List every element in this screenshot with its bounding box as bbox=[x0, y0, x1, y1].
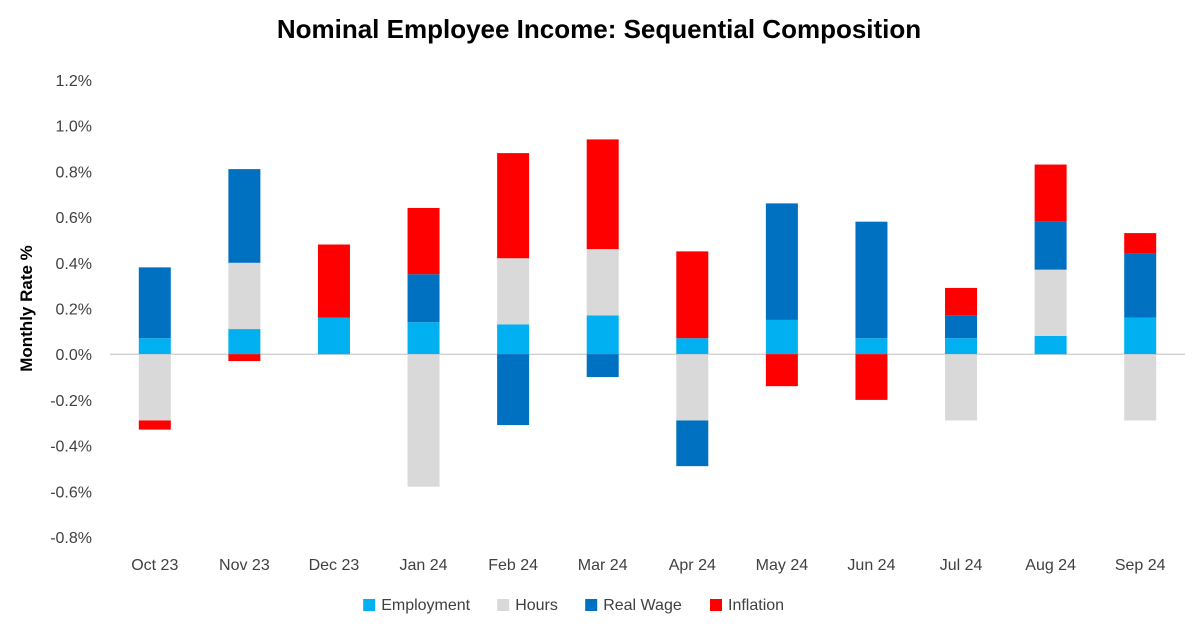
x-tick-label: Jun 24 bbox=[847, 557, 895, 574]
legend-label: Real Wage bbox=[603, 597, 682, 614]
bar-segment bbox=[945, 338, 978, 355]
y-tick-label: 0.6% bbox=[56, 210, 92, 227]
bar-segment bbox=[765, 319, 798, 355]
bar-segment bbox=[676, 251, 709, 339]
bar-segment bbox=[1124, 354, 1157, 421]
legend-label: Inflation bbox=[728, 597, 784, 614]
bar-segment bbox=[586, 139, 619, 250]
legend-swatch bbox=[710, 599, 722, 611]
y-tick-label: 0.4% bbox=[56, 256, 92, 273]
bar-segment bbox=[586, 249, 619, 316]
bar-segment bbox=[407, 354, 440, 487]
y-tick-label: -0.6% bbox=[50, 484, 92, 501]
y-tick-label: 0.8% bbox=[56, 164, 92, 181]
x-tick-label: Feb 24 bbox=[488, 557, 538, 574]
bar-segment bbox=[228, 262, 261, 330]
y-tick-label: -0.2% bbox=[50, 393, 92, 410]
bar-segment bbox=[497, 258, 530, 325]
bar-segment bbox=[138, 338, 171, 355]
bar-segment bbox=[1034, 221, 1067, 270]
bar-segment bbox=[855, 221, 888, 339]
x-tick-label: Mar 24 bbox=[578, 557, 628, 574]
bar-segment bbox=[407, 207, 440, 275]
bar-segment bbox=[676, 338, 709, 355]
bar-segment bbox=[855, 354, 888, 400]
bar-segment bbox=[586, 315, 619, 355]
y-tick-label: -0.4% bbox=[50, 439, 92, 456]
y-tick-label: 0.2% bbox=[56, 302, 92, 319]
x-tick-label: Nov 23 bbox=[219, 557, 270, 574]
x-tick-label: Dec 23 bbox=[309, 557, 360, 574]
x-tick-label: May 24 bbox=[756, 557, 809, 574]
bar-segment bbox=[676, 354, 709, 421]
bar-segment bbox=[1124, 317, 1157, 355]
bar-segment bbox=[497, 324, 530, 355]
y-tick-label: -0.8% bbox=[50, 530, 92, 547]
bar-segment bbox=[855, 338, 888, 355]
bar-segment bbox=[317, 317, 350, 355]
bar-segment bbox=[945, 354, 978, 421]
y-tick-label: 1.2% bbox=[56, 73, 92, 90]
bar-segment bbox=[765, 203, 798, 320]
bar-segment bbox=[497, 354, 530, 426]
bar-segment bbox=[228, 329, 261, 355]
bar-segment bbox=[407, 322, 440, 355]
x-tick-label: Aug 24 bbox=[1025, 557, 1076, 574]
bar-segment bbox=[317, 244, 350, 318]
legend-swatch bbox=[363, 599, 376, 611]
x-tick-label: Oct 23 bbox=[131, 557, 178, 574]
bar-segment bbox=[497, 153, 530, 259]
x-tick-label: Sep 24 bbox=[1115, 557, 1166, 574]
bar-segment bbox=[1034, 335, 1067, 355]
bar-segment bbox=[945, 315, 978, 339]
x-tick-label: Apr 24 bbox=[669, 557, 716, 574]
bar-segment bbox=[1124, 253, 1157, 318]
bar-segment bbox=[676, 420, 709, 467]
chart-title: Nominal Employee Income: Sequential Comp… bbox=[276, 14, 922, 44]
bar-segment bbox=[765, 354, 798, 387]
bar-segment bbox=[1124, 233, 1157, 254]
y-tick-label: 0.0% bbox=[56, 347, 92, 364]
bar-segment bbox=[945, 287, 978, 316]
bar-segment bbox=[407, 274, 440, 323]
legend-swatch bbox=[497, 599, 510, 611]
bar-segment bbox=[586, 354, 619, 378]
y-tick-label: 1.0% bbox=[56, 119, 92, 136]
bar-segment bbox=[228, 354, 261, 362]
bar-segment bbox=[138, 354, 171, 421]
bar-segment bbox=[138, 267, 171, 339]
bar-segment bbox=[138, 420, 171, 430]
bar-segment bbox=[228, 169, 261, 263]
x-tick-label: Jul 24 bbox=[940, 557, 983, 574]
y-axis-label: Monthly Rate % bbox=[17, 245, 36, 372]
legend-swatch bbox=[585, 599, 598, 611]
legend-label: Employment bbox=[381, 597, 470, 614]
legend-label: Hours bbox=[515, 597, 558, 614]
bar-segment bbox=[1034, 269, 1067, 336]
x-tick-label: Jan 24 bbox=[400, 557, 448, 574]
bar-segment bbox=[1034, 164, 1067, 222]
